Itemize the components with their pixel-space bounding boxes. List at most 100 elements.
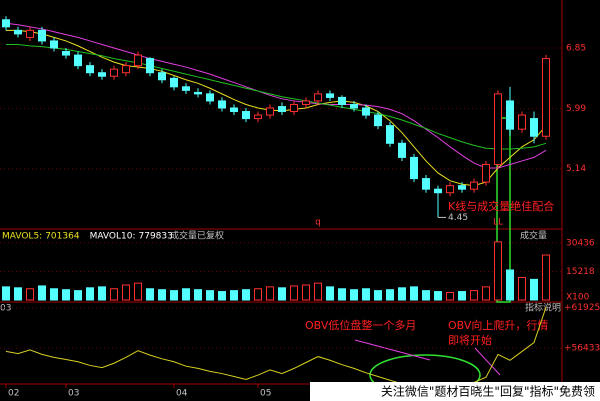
candle-body — [482, 163, 490, 183]
candle-body — [530, 118, 538, 137]
candle-body — [422, 178, 430, 190]
candle-body — [386, 125, 394, 144]
candle-body — [62, 51, 70, 56]
volume-bar — [134, 282, 142, 301]
volume-bar — [62, 289, 70, 301]
candle-body — [362, 107, 370, 116]
volume-bar — [50, 288, 58, 301]
x-tick-label: 02 — [8, 389, 19, 399]
candle-body — [398, 142, 406, 158]
candle-body — [350, 103, 358, 109]
marker: LL — [493, 218, 503, 228]
volume-bar — [386, 289, 394, 301]
volume-bar — [314, 282, 322, 301]
annotation: K线与成交量绝佳配合 — [448, 199, 554, 213]
mavol-name: MAVOL10: — [90, 232, 136, 242]
volume-bar — [482, 286, 490, 301]
candle-body — [134, 54, 142, 67]
volume-bar — [26, 288, 34, 301]
volume-bar — [458, 291, 466, 301]
obv-label: 03 — [0, 304, 11, 314]
volume-bar — [122, 284, 130, 301]
obv-help: 指标说明 — [525, 302, 561, 314]
candle-body — [494, 93, 502, 165]
candle-body — [290, 103, 298, 113]
volume-bar — [158, 289, 166, 301]
y-tick-label: 15218 — [566, 267, 595, 277]
candle-body — [266, 107, 274, 116]
annotation: 即将开始 — [448, 333, 492, 347]
candle-body — [50, 40, 58, 49]
y-tick-label: 30436 — [566, 238, 595, 248]
candle-body — [74, 54, 82, 67]
candle-body — [230, 107, 238, 113]
volume-bar — [242, 289, 250, 301]
ma-line — [5, 22, 547, 169]
volume-bar — [506, 269, 514, 301]
volume-bar — [38, 285, 46, 301]
candle-body — [254, 114, 262, 120]
volume-bar — [182, 288, 190, 301]
volume-bar — [254, 288, 262, 301]
candle-body — [14, 29, 22, 35]
candle-body — [146, 58, 154, 74]
volume-bar — [86, 287, 94, 301]
highlight-box — [496, 117, 511, 303]
mavol-value: 779833 — [139, 232, 173, 242]
volume-bar — [98, 286, 106, 301]
candle-body — [518, 114, 526, 130]
volume-bar — [374, 290, 382, 301]
volume-bar — [362, 288, 370, 301]
volume-note: 成交量已复权 — [170, 230, 224, 242]
candle-body — [2, 19, 10, 28]
arrow — [354, 339, 431, 361]
volume-bar — [146, 288, 154, 301]
volume-bar — [398, 287, 406, 301]
x-tick-label: 05 — [260, 389, 271, 399]
volume-bar — [230, 290, 238, 301]
y-tick-label: 6.85 — [566, 44, 586, 54]
y-tick-label: 5.99 — [566, 104, 586, 114]
volume-bar — [110, 288, 118, 301]
candle-body — [434, 188, 442, 194]
candle-body — [278, 106, 286, 113]
candle-body — [86, 65, 94, 74]
volume-bar — [266, 286, 274, 301]
candle-body — [194, 91, 202, 95]
y-tick-label: 5.14 — [566, 164, 586, 174]
candle-body — [542, 58, 550, 137]
volume-bar — [326, 286, 334, 301]
volume-bar — [518, 277, 526, 301]
candle-body — [242, 111, 250, 120]
watermark: 关注微信"题材百晓生"回复"指标"免费领 — [381, 384, 595, 399]
low-label: 4.45 — [448, 213, 468, 223]
x-tick-label: 03 — [68, 389, 79, 399]
candle-body — [182, 86, 190, 91]
candle-body — [122, 65, 130, 74]
candle-body — [374, 114, 382, 127]
volume-bar — [206, 290, 214, 301]
marker: q — [315, 218, 321, 228]
candle-body — [302, 100, 310, 105]
volume-bar — [350, 289, 358, 301]
ma-line — [6, 43, 547, 150]
volume-bar — [290, 285, 298, 301]
candle-body — [446, 185, 454, 194]
volume-bar — [14, 287, 22, 301]
volume-bar — [302, 284, 310, 301]
annotation: OBV向上爬升，行情 — [448, 318, 548, 332]
volume-bar — [446, 292, 454, 301]
candle-body — [458, 185, 466, 190]
candle-body — [314, 93, 322, 102]
candle-body — [326, 93, 334, 98]
candle-body — [26, 29, 34, 38]
candle-body — [218, 100, 226, 109]
volume-bar — [278, 287, 286, 301]
mavol-value: 701364 — [45, 232, 80, 242]
volume-bar — [470, 290, 478, 301]
volume-bar — [194, 289, 202, 301]
volume-bar — [530, 278, 538, 301]
arrow — [474, 347, 501, 376]
watermark-bg — [310, 382, 600, 401]
